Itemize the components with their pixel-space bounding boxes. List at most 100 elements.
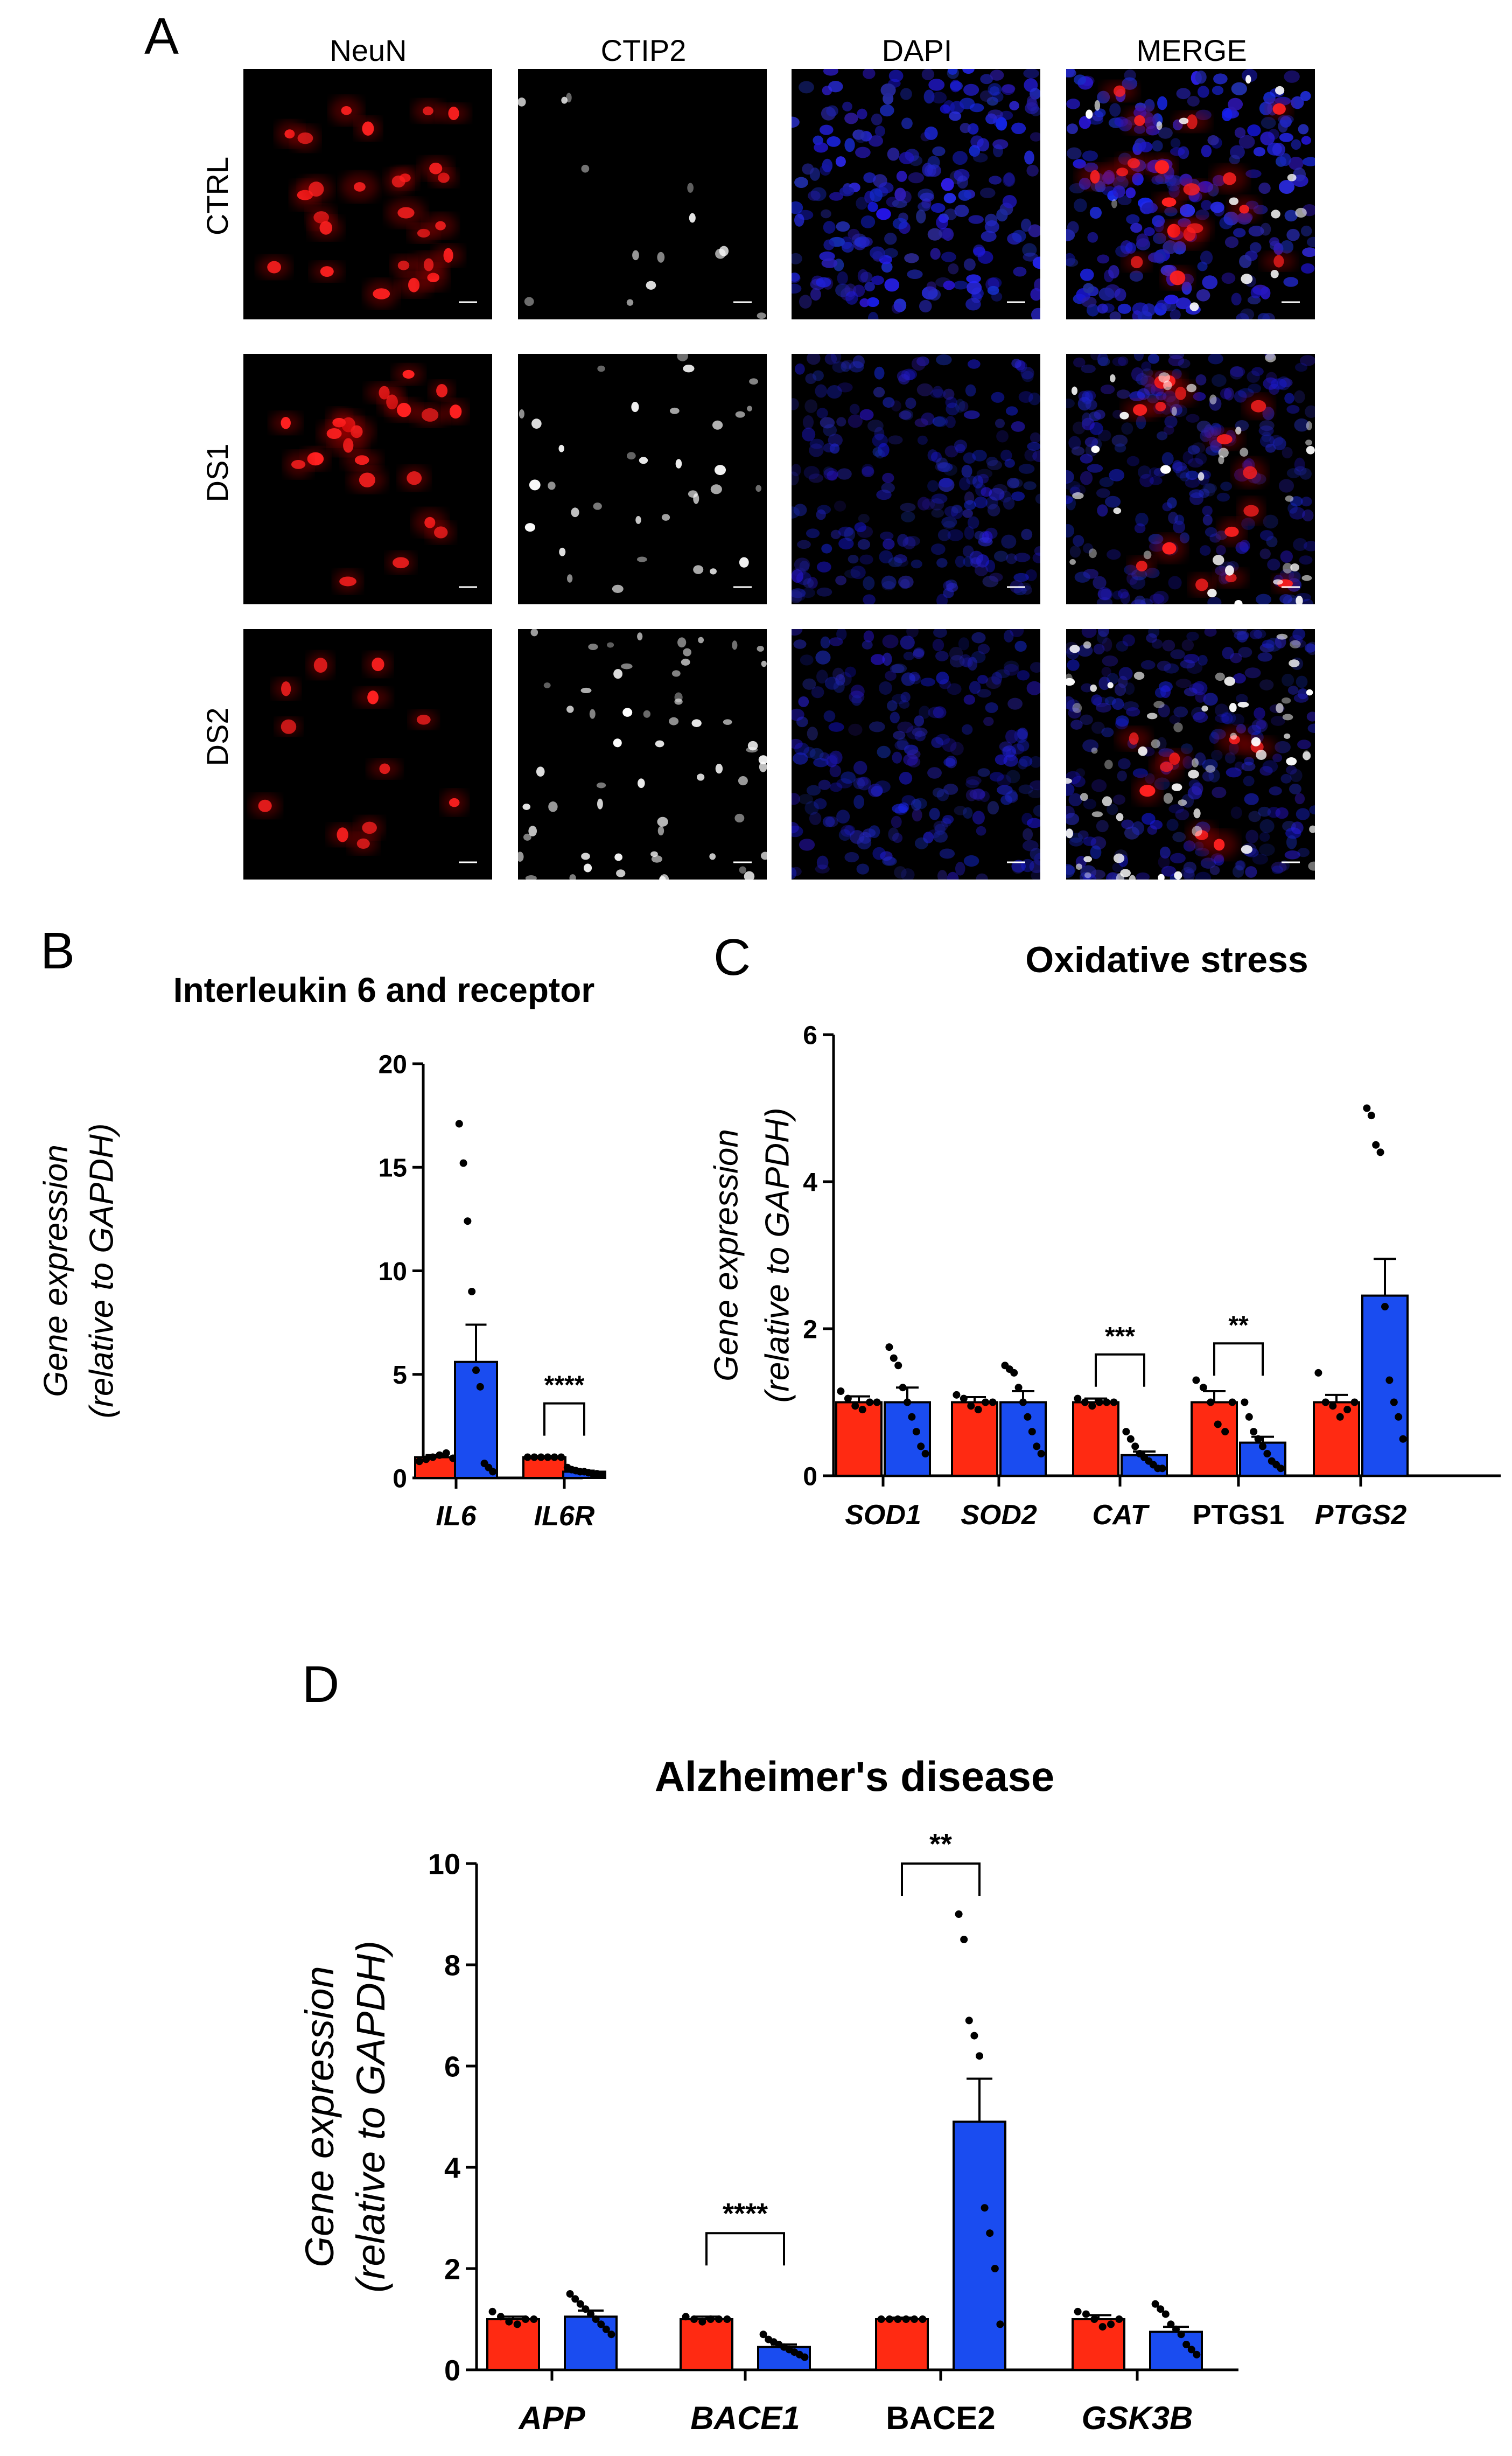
data-point bbox=[1259, 1442, 1266, 1450]
data-point bbox=[976, 2052, 983, 2060]
data-point bbox=[1321, 1398, 1329, 1406]
y-tick-label: 6 bbox=[444, 2050, 460, 2083]
significance-bracket bbox=[543, 1402, 585, 1436]
significance-label: ** bbox=[929, 1828, 952, 1860]
data-point bbox=[459, 1159, 467, 1167]
data-point bbox=[1221, 1428, 1229, 1436]
y-tick-label: 4 bbox=[444, 2152, 460, 2184]
data-point bbox=[1376, 1148, 1384, 1156]
data-point bbox=[489, 1468, 497, 1476]
data-point bbox=[550, 1453, 558, 1461]
row-label-ds1: DS1 bbox=[200, 444, 234, 503]
data-point bbox=[1372, 1141, 1380, 1149]
significance-bracket bbox=[705, 2232, 785, 2266]
category-label: IL6 bbox=[436, 1501, 477, 1532]
data-point bbox=[1157, 2305, 1165, 2313]
data-point bbox=[1177, 2331, 1185, 2339]
data-point bbox=[894, 2315, 902, 2323]
data-point bbox=[1245, 1413, 1253, 1421]
data-point bbox=[690, 2315, 698, 2323]
data-point bbox=[1110, 1398, 1118, 1406]
y-tick-label: 4 bbox=[803, 1168, 817, 1197]
data-point bbox=[442, 1449, 450, 1457]
data-point bbox=[1381, 1303, 1389, 1311]
data-point bbox=[885, 1343, 893, 1351]
chart-panel-c: C Oxidative stress Gene expression (relativ… bbox=[708, 929, 1501, 1531]
data-point bbox=[1131, 1442, 1139, 1450]
data-point bbox=[422, 1455, 430, 1463]
data-point bbox=[912, 1428, 920, 1436]
significance-label: **** bbox=[723, 2197, 768, 2230]
data-point bbox=[1207, 1398, 1215, 1406]
data-point bbox=[1254, 1435, 1262, 1443]
data-point bbox=[468, 1287, 476, 1295]
data-point bbox=[1385, 1376, 1394, 1384]
bar-ds-ptgs2 bbox=[1361, 1294, 1409, 1477]
y-tick-label: 10 bbox=[379, 1258, 407, 1286]
data-point bbox=[1103, 1398, 1111, 1406]
data-point bbox=[523, 1453, 531, 1461]
data-point bbox=[1037, 1450, 1045, 1458]
data-point bbox=[1158, 1464, 1166, 1473]
micrograph-ds2-ctip2 bbox=[518, 629, 767, 880]
data-point bbox=[544, 1453, 552, 1461]
micrograph-ctrl-neun bbox=[243, 69, 492, 319]
y-tick-label: 8 bbox=[444, 1949, 460, 1981]
bar-ctrl-sod1 bbox=[835, 1401, 883, 1477]
bar-ctrl-sod2 bbox=[951, 1401, 998, 1477]
data-point bbox=[908, 1413, 916, 1421]
data-point bbox=[1074, 1394, 1082, 1403]
data-point bbox=[885, 2315, 893, 2323]
category-label: PTGS2 bbox=[1315, 1499, 1407, 1531]
y-tick-label: 20 bbox=[379, 1050, 407, 1079]
data-point bbox=[597, 2320, 605, 2328]
y-tick-label: 0 bbox=[803, 1462, 817, 1491]
data-point bbox=[706, 2315, 715, 2323]
data-point bbox=[488, 2307, 496, 2315]
data-point bbox=[1167, 2320, 1175, 2328]
data-point bbox=[960, 1394, 968, 1403]
data-point bbox=[566, 2290, 574, 2298]
data-point bbox=[1390, 1398, 1398, 1406]
data-point bbox=[429, 1453, 437, 1461]
data-point bbox=[921, 1450, 929, 1458]
data-point bbox=[989, 1398, 997, 1406]
chart-panel-d: D Alzheimer's disease Gene expression (rela… bbox=[297, 1656, 1238, 2436]
bar-ctrl-app bbox=[486, 2318, 540, 2371]
data-point bbox=[1192, 1376, 1200, 1384]
data-point bbox=[698, 2318, 706, 2326]
micrograph-ds1-dapi bbox=[792, 354, 1040, 604]
y-axis-label-units: (relative to GAPDH) bbox=[348, 1941, 393, 2293]
data-point bbox=[592, 2315, 600, 2323]
data-point bbox=[1028, 1428, 1036, 1436]
significance-bracket bbox=[901, 1862, 981, 1896]
data-point bbox=[1250, 1428, 1258, 1436]
data-point bbox=[904, 1398, 911, 1406]
data-point bbox=[1241, 1398, 1249, 1406]
data-point bbox=[877, 2315, 885, 2323]
data-point bbox=[902, 2315, 910, 2323]
panel-a-micrographs: A NeuN CTIP2 DAPI MERGE CTRL DS1 DS2 bbox=[144, 8, 1315, 880]
y-tick-label: 15 bbox=[379, 1154, 407, 1183]
data-point bbox=[759, 2331, 767, 2339]
data-point bbox=[1024, 1413, 1032, 1421]
panel-b-letter: B bbox=[40, 922, 75, 980]
data-point bbox=[1399, 1435, 1407, 1443]
data-point bbox=[1082, 2310, 1090, 2318]
data-point bbox=[1010, 1369, 1018, 1377]
data-point bbox=[537, 1453, 545, 1461]
data-point bbox=[967, 1402, 975, 1410]
data-point bbox=[522, 2315, 530, 2323]
data-point bbox=[1193, 2350, 1201, 2359]
data-point bbox=[1228, 1398, 1236, 1406]
data-point bbox=[844, 1394, 852, 1403]
data-point bbox=[1088, 1402, 1096, 1410]
data-point bbox=[1336, 1413, 1344, 1421]
data-point bbox=[576, 2300, 584, 2308]
data-point bbox=[894, 1362, 902, 1370]
bar-ds-sod1 bbox=[884, 1401, 931, 1477]
data-point bbox=[505, 2318, 513, 2326]
data-point bbox=[1350, 1398, 1359, 1406]
category-label: PTGS1 bbox=[1193, 1499, 1285, 1531]
data-point bbox=[607, 2331, 615, 2339]
